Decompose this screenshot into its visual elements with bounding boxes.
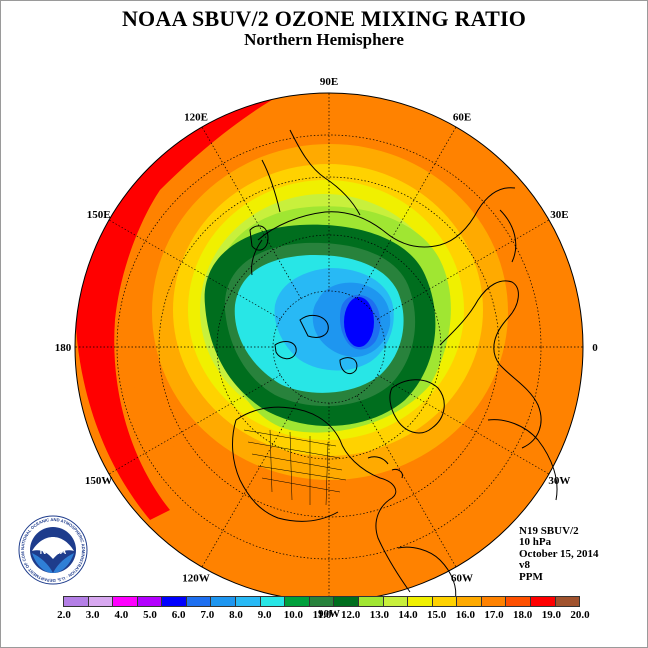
coast-africa	[487, 419, 558, 501]
latitude-circle-40n	[158, 176, 500, 518]
longitude-label: 150W	[85, 475, 113, 487]
colorbar-tick-label: 2.0	[57, 609, 71, 621]
colorbar-tick-label: 14.0	[398, 609, 418, 621]
colorbar-tick-label: 13.0	[369, 609, 389, 621]
meridian-line	[356, 126, 457, 299]
contour-19ppm-north	[410, 93, 440, 98]
colorbar-tick-label: 19.0	[541, 609, 561, 621]
coast-india	[499, 209, 517, 263]
colorbar-swatch	[382, 596, 409, 607]
colorbar-tick-label: 8.0	[229, 609, 243, 621]
colorbar-swatch	[112, 596, 138, 607]
colorbar-tick-label: 10.0	[283, 609, 303, 621]
colorbar-swatch	[357, 596, 384, 607]
pressure-level: 10 hPa	[519, 536, 552, 549]
longitude-label: 120E	[184, 112, 208, 124]
longitude-label: 60E	[453, 112, 471, 124]
colorbar-tick-label: 7.0	[200, 609, 215, 621]
colorbar-tick-label: 17.0	[484, 609, 504, 621]
colorbar	[63, 596, 581, 607]
coast-caribbean	[367, 456, 403, 479]
map-title: NOAA SBUV/2 OZONE MIXING RATIO	[121, 6, 527, 31]
colorbar-swatch	[505, 596, 531, 607]
colorbar-tick-label: 16.0	[455, 609, 475, 621]
dataset-info-panel: N19 SBUV/2 10 hPa October 15, 2014 v8 PP…	[519, 525, 599, 583]
longitude-label: 90W	[318, 608, 340, 620]
meridian-line	[108, 219, 281, 320]
colorbar-swatch	[284, 596, 310, 607]
coastlines	[232, 129, 558, 601]
colorbar-tick-label: 12.0	[341, 609, 361, 621]
coast-north-america	[232, 406, 411, 593]
longitude-label: 0	[592, 342, 598, 354]
colorbar-swatch	[529, 596, 556, 607]
colorbar-tick-labels: 2.0 3.0 4.0 5.0 6.0 7.0 8.0 9.0 10.0 11.0 12.0 13.0…	[57, 609, 590, 623]
colorbar-swatch	[480, 596, 507, 607]
colorbar-swatch	[431, 596, 458, 607]
longitude-label: 180	[55, 342, 72, 354]
colorbar-swatch	[210, 596, 237, 607]
colorbar-tick-label: 4.0	[114, 609, 129, 621]
graticule	[75, 93, 583, 601]
latitude-circle-20n	[116, 134, 542, 560]
colorbar-tick-label: 15.0	[427, 609, 447, 621]
colorbar-swatch	[63, 596, 89, 607]
colorbar-swatch	[161, 596, 187, 607]
meridian-line	[201, 395, 302, 568]
longitude-label: 150E	[87, 209, 111, 221]
colorbar-swatch	[554, 596, 581, 607]
meridian-line	[377, 374, 550, 475]
longitude-labels: 90E 60E 30E 0 30W 60W 90W 120W 150W 180 150E 120E	[55, 76, 599, 620]
longitude-label: 90E	[320, 76, 338, 88]
colorbar-swatch	[87, 596, 114, 607]
longitude-label: 30W	[548, 475, 570, 487]
colorbar-swatch	[235, 596, 261, 607]
colorbar-swatch	[259, 596, 286, 607]
noaa-logo: NOAA NATIONAL OCEANIC AND ATMOSPHERIC AD…	[18, 515, 88, 585]
meridian-line	[201, 126, 302, 299]
observation-date: October 15, 2014	[519, 547, 599, 560]
map-subtitle: Northern Hemisphere	[244, 30, 404, 49]
colorbar-swatch	[407, 596, 433, 607]
coast-europe	[439, 280, 542, 449]
colorbar-tick-label: 9.0	[257, 609, 272, 621]
colorbar-tick-label: 6.0	[171, 609, 186, 621]
colorbar-swatch	[185, 596, 212, 607]
coast-greenland	[389, 379, 445, 434]
meridian-lines	[75, 93, 583, 601]
coast-south-america	[397, 546, 457, 601]
coast-kamchatka	[249, 225, 269, 251]
units-label: PPM	[519, 570, 543, 583]
colorbar-tick-label: 3.0	[85, 609, 100, 621]
colorbar-swatch	[136, 596, 163, 607]
colorbar-swatch	[456, 596, 482, 607]
coast-east-asia	[261, 129, 361, 216]
ozone-contour-field	[75, 93, 583, 601]
colorbar-tick-label: 5.0	[143, 609, 157, 621]
colorbar-swatch	[308, 596, 335, 607]
coast-arctic-islands	[274, 314, 358, 375]
algorithm-version: v8	[519, 559, 530, 572]
colorbar-swatch	[333, 596, 359, 607]
meridian-line	[108, 374, 281, 475]
meridian-line	[356, 395, 457, 568]
colorbar-tick-label: 11.0	[312, 609, 332, 621]
longitude-label: 30E	[550, 209, 568, 221]
coast-asia	[251, 187, 516, 276]
satellite-instrument: N19 SBUV/2	[519, 525, 579, 537]
us-state-grid	[243, 429, 347, 506]
longitude-label: 60W	[451, 572, 473, 584]
longitude-label: 120W	[182, 572, 210, 584]
contour-5ppm	[344, 297, 374, 347]
colorbar-tick-label: 20.0	[570, 609, 590, 621]
meridian-line	[377, 219, 550, 320]
colorbar-tick-label: 18.0	[513, 609, 533, 621]
noaa-logo-text: NOAA	[40, 546, 67, 556]
